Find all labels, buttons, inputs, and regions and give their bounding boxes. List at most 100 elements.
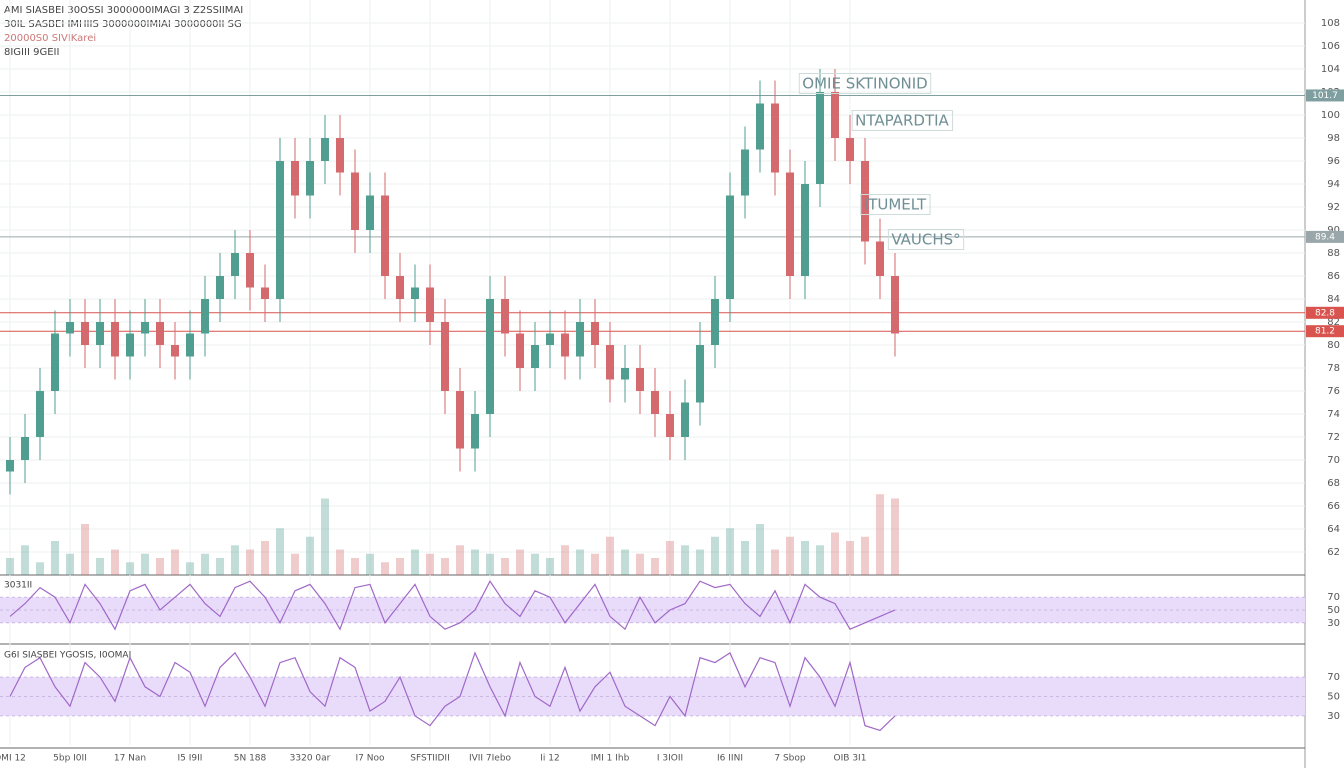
price-tag — [1306, 89, 1344, 102]
candle-body — [6, 460, 14, 472]
price-tag-label: 101.7 — [1312, 91, 1338, 101]
volume-bar — [306, 536, 314, 575]
volume-bar — [531, 553, 539, 575]
volume-bar — [771, 549, 779, 575]
candle-body — [501, 299, 509, 334]
volume-bar — [891, 498, 899, 575]
y-tick-label: 50 — [1327, 605, 1340, 616]
y-tick-label: 76 — [1327, 386, 1340, 397]
y-tick-label: 30 — [1327, 711, 1340, 722]
volume-bar — [546, 558, 554, 575]
y-tick-label: 92 — [1327, 202, 1340, 213]
price-tag-label: 81.2 — [1315, 327, 1335, 337]
y-tick-label: 108 — [1321, 18, 1340, 29]
x-tick-label: 17 Nan — [114, 754, 146, 764]
volume-bar — [516, 549, 524, 575]
candle-body — [816, 92, 824, 184]
candle-body — [756, 103, 764, 150]
pane-title: G6I SIASBEI YGOSIS, I0OMAI — [4, 651, 131, 661]
candle-body — [561, 333, 569, 357]
candle-body — [111, 322, 119, 357]
y-tick-label: 72 — [1327, 432, 1340, 443]
header-line: AMI SIASBEI 30OSSI 3000000IMAGI 3 Z2SSII… — [4, 5, 243, 16]
candle-body — [426, 287, 434, 322]
y-tick-label: 90 — [1327, 225, 1340, 236]
y-tick-label: 78 — [1327, 363, 1340, 374]
candle-body — [831, 92, 839, 138]
y-tick-label: 84 — [1327, 294, 1340, 305]
volume-bar — [336, 549, 344, 575]
candle-body — [321, 138, 329, 161]
candle-body — [636, 368, 644, 391]
volume-bar — [81, 524, 89, 575]
volume-bar — [6, 558, 14, 575]
volume-bar — [831, 532, 839, 575]
volume-bar — [711, 536, 719, 575]
volume-bar — [606, 536, 614, 575]
candle-body — [486, 299, 494, 414]
annotation-box — [860, 194, 931, 215]
y-tick-label: 30 — [1327, 618, 1340, 629]
x-tick-label: I 3IOII — [657, 754, 683, 764]
volume-bar — [816, 545, 824, 575]
annotation: ITUMELT — [864, 196, 927, 214]
x-tick-label: 7 Sbop — [774, 754, 806, 764]
candle-body — [141, 322, 149, 334]
y-tick-label: 96 — [1327, 156, 1340, 167]
price-tag — [1306, 230, 1344, 243]
volume-bar — [186, 562, 194, 575]
volume-bar — [21, 545, 29, 575]
volume-bar — [396, 558, 404, 575]
candle-body — [411, 287, 419, 299]
annotation: NTAPARDTIA — [855, 112, 949, 130]
volume-bar — [741, 541, 749, 575]
y-tick-label: 82 — [1327, 317, 1340, 328]
candle-body — [846, 138, 854, 161]
candle-body — [876, 241, 884, 276]
candle-body — [546, 333, 554, 345]
volume-bar — [636, 553, 644, 575]
y-tick-label: 62 — [1327, 547, 1340, 558]
candle-body — [186, 333, 194, 357]
volume-bar — [861, 536, 869, 575]
candle-body — [891, 276, 899, 334]
volume-bar — [786, 536, 794, 575]
candle-body — [681, 402, 689, 437]
volume-bar — [201, 553, 209, 575]
volume-bar — [291, 553, 299, 575]
candle-body — [336, 138, 344, 173]
volume-bar — [591, 553, 599, 575]
volume-bar — [501, 558, 509, 575]
candle-body — [156, 322, 164, 345]
candle-body — [96, 322, 104, 345]
y-tick-label: 68 — [1327, 478, 1340, 489]
candle-body — [351, 172, 359, 230]
candle-body — [471, 414, 479, 449]
candle-body — [306, 161, 314, 196]
candle-body — [516, 333, 524, 368]
y-tick-label: 104 — [1321, 64, 1340, 75]
price-tag-label: 89.4 — [1315, 232, 1335, 242]
candle-body — [606, 345, 614, 380]
x-tick-label: SFSTIIDII — [410, 754, 450, 764]
candle-body — [456, 391, 464, 449]
annotation-box — [887, 229, 965, 250]
y-tick-label: 98 — [1327, 133, 1340, 144]
candle-body — [126, 333, 134, 357]
y-tick-label: 70 — [1327, 672, 1340, 683]
volume-bar — [456, 545, 464, 575]
annotation: VAUCHS° — [891, 231, 960, 249]
volume-bar — [486, 553, 494, 575]
candle-body — [171, 345, 179, 357]
price-tag — [1306, 325, 1344, 338]
volume-bar — [156, 558, 164, 575]
x-tick-label: 3320 0ar — [290, 754, 331, 764]
volume-bar — [576, 549, 584, 575]
y-tick-label: 66 — [1327, 501, 1340, 512]
y-tick-label: 50 — [1327, 692, 1340, 703]
x-tick-label: IVII 7Iebo — [469, 754, 512, 764]
volume-bar — [246, 549, 254, 575]
volume-bar — [696, 549, 704, 575]
price-tag-label: 82.8 — [1315, 308, 1335, 318]
